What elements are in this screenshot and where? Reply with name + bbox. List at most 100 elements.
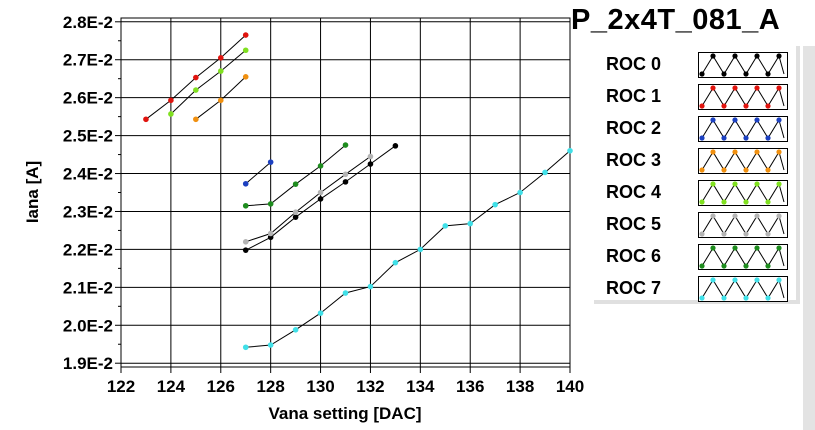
data-point (267, 342, 274, 348)
data-point (242, 247, 249, 253)
y-tick-label: 2.0E-2 (63, 316, 113, 335)
x-tick-label: 126 (207, 377, 235, 396)
legend-swatch (698, 52, 788, 78)
y-tick-label: 2.1E-2 (63, 278, 113, 297)
x-tick-label: 122 (107, 377, 135, 396)
data-point (417, 246, 424, 253)
axes: 122 124 126 128 130 132 134 136 138 140 1.9E-2 2.0E… (63, 13, 584, 396)
data-point (292, 181, 299, 187)
series-line (245, 150, 571, 348)
legend-label: ROC 5 (606, 214, 662, 234)
data-point (367, 161, 374, 167)
legend-item: ROC 5 (594, 209, 794, 239)
data-point (467, 220, 474, 227)
legend-label: ROC 6 (606, 246, 662, 266)
legend-item: ROC 2 (594, 113, 794, 143)
legend-item: ROC 6 (594, 241, 794, 271)
legend-swatch (698, 244, 788, 270)
y-tick-label: 2.7E-2 (63, 51, 113, 70)
data-point (317, 163, 324, 169)
series-layer (143, 32, 573, 351)
x-tick-label: 128 (256, 377, 284, 396)
data-point (292, 209, 299, 216)
series-5 (242, 153, 374, 245)
data-point (168, 97, 174, 104)
data-point (242, 73, 249, 80)
data-point (392, 143, 399, 149)
legend-item: ROC 0 (594, 49, 794, 79)
data-point (342, 179, 349, 185)
legend-item: ROC 1 (594, 81, 794, 111)
series-4 (168, 47, 249, 117)
plot-title: P_2x4T_081_A (571, 4, 781, 36)
y-tick-label: 2.2E-2 (63, 240, 113, 259)
data-point (317, 189, 324, 196)
legend-item: ROC 4 (594, 177, 794, 207)
y-tick-label: 2.5E-2 (63, 127, 113, 146)
legend-swatch (698, 84, 788, 110)
data-point (442, 223, 449, 229)
legend-swatch (698, 276, 788, 302)
data-point (168, 111, 174, 117)
x-tick-label: 140 (556, 377, 584, 396)
series-6 (242, 142, 349, 209)
legend-label: ROC 7 (606, 278, 662, 298)
x-tick-label: 134 (406, 377, 435, 396)
plot-area (121, 18, 570, 367)
y-tick-label: 2.6E-2 (63, 89, 113, 108)
data-point (542, 169, 548, 176)
data-point (242, 202, 249, 209)
y-tick-label: 2.8E-2 (63, 13, 113, 32)
data-point (217, 97, 224, 104)
data-point (317, 310, 324, 316)
x-tick-label: 124 (157, 377, 186, 396)
series-3 (193, 73, 249, 123)
legend-swatch (698, 148, 788, 174)
data-point (317, 196, 324, 202)
x-tick-label: 130 (306, 377, 334, 396)
series-line (245, 161, 272, 185)
y-tick-label: 2.3E-2 (63, 202, 113, 221)
legend-label: ROC 3 (606, 150, 662, 170)
data-point (267, 230, 274, 237)
data-point (342, 142, 349, 148)
plot-frame (120, 17, 571, 368)
data-point (267, 201, 274, 207)
y-tick-label: 2.4E-2 (63, 165, 113, 184)
data-point (193, 74, 199, 81)
data-point (342, 290, 349, 296)
x-tick-label: 136 (456, 377, 484, 396)
data-point (392, 259, 399, 266)
data-point (517, 189, 523, 196)
series-0 (242, 143, 399, 253)
data-point (367, 153, 374, 160)
data-point (242, 32, 249, 38)
data-point (367, 283, 374, 290)
series-line (170, 49, 247, 115)
legend-item: ROC 3 (594, 145, 794, 175)
data-point (193, 116, 199, 123)
x-tick-label: 138 (506, 377, 534, 396)
legend-label: ROC 1 (606, 86, 662, 106)
data-point (242, 239, 249, 245)
data-point (217, 55, 224, 61)
data-point (292, 327, 299, 333)
x-axis-title: Vana setting [DAC] (268, 404, 421, 423)
data-point (267, 159, 274, 165)
legend-label: ROC 0 (606, 54, 662, 74)
legend-swatch (698, 116, 788, 142)
legend-swatch (698, 180, 788, 206)
legend-swatch (698, 212, 788, 238)
y-axis-title: Iana [A] (23, 161, 42, 223)
series-7 (242, 147, 573, 351)
legend-label: ROC 4 (606, 182, 662, 202)
panel-scroll-strip[interactable] (803, 46, 815, 430)
data-point (567, 147, 573, 154)
legend-item: ROC 7 (594, 273, 794, 303)
data-point (143, 116, 149, 123)
series-line (245, 156, 371, 243)
data-point (292, 214, 299, 220)
legend-label: ROC 2 (606, 118, 662, 138)
data-point (217, 68, 224, 74)
